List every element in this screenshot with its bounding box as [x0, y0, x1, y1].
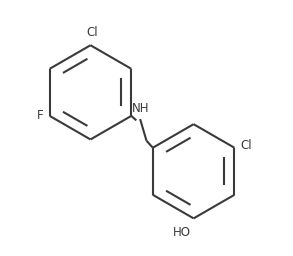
Text: HO: HO	[173, 226, 191, 239]
Text: NH: NH	[131, 102, 149, 115]
Text: Cl: Cl	[241, 139, 252, 152]
Text: F: F	[37, 109, 43, 122]
Text: Cl: Cl	[86, 26, 98, 39]
